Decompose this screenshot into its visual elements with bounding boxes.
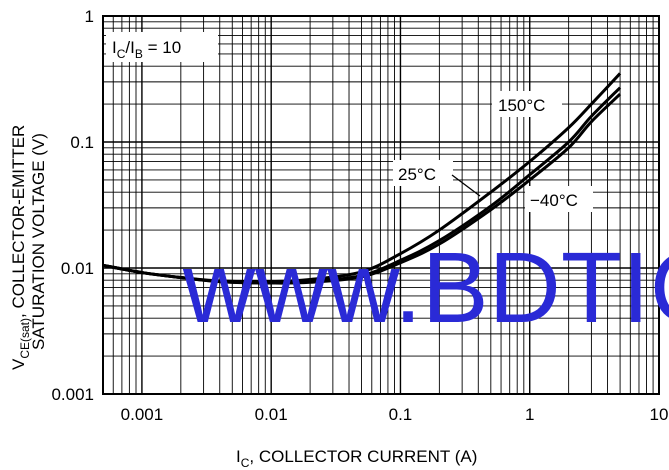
ratio-annotation-bg <box>106 32 218 62</box>
x-axis-title: IC, COLLECTOR CURRENT (A) <box>236 447 477 470</box>
series-label-25-leader <box>451 174 481 197</box>
plot-frame <box>102 15 660 395</box>
y-axis-title-line2: SATURATION VOLTAGE (V) <box>29 133 48 350</box>
series-label-m40: −40°C <box>530 191 578 210</box>
ratio-annotation: IC/IB = 10 <box>112 38 181 61</box>
x-tick-label: 0.01 <box>255 405 288 424</box>
x-tick-label: 0.1 <box>389 405 413 424</box>
y-tick-label: 0.001 <box>51 385 94 404</box>
y-axis-title-line1: VCE(sat), COLLECTOR-EMITTER <box>9 125 32 370</box>
x-tick-label: 1 <box>525 405 534 424</box>
series-label-150-bg <box>492 91 562 117</box>
series-line-2 <box>102 93 622 285</box>
chart-tick-labels: 0.001 0.01 0.1 1 10 0.001 0.01 0.1 1 <box>51 7 668 424</box>
x-tick-label: 10 <box>650 405 669 424</box>
chart-curves <box>102 72 622 285</box>
series-label-150: 150°C <box>498 96 545 115</box>
series-label-25-bg <box>393 160 453 186</box>
y-tick-label: 0.01 <box>61 259 94 278</box>
x-tick-label: 0.001 <box>121 405 164 424</box>
series-label-25: 25°C <box>398 165 436 184</box>
watermark: www.BDTIC <box>182 232 669 344</box>
y-tick-label: 0.1 <box>70 133 94 152</box>
series-label-m40-bg <box>525 186 593 212</box>
y-tick-label: 1 <box>85 7 94 26</box>
chart-grid <box>103 16 659 394</box>
